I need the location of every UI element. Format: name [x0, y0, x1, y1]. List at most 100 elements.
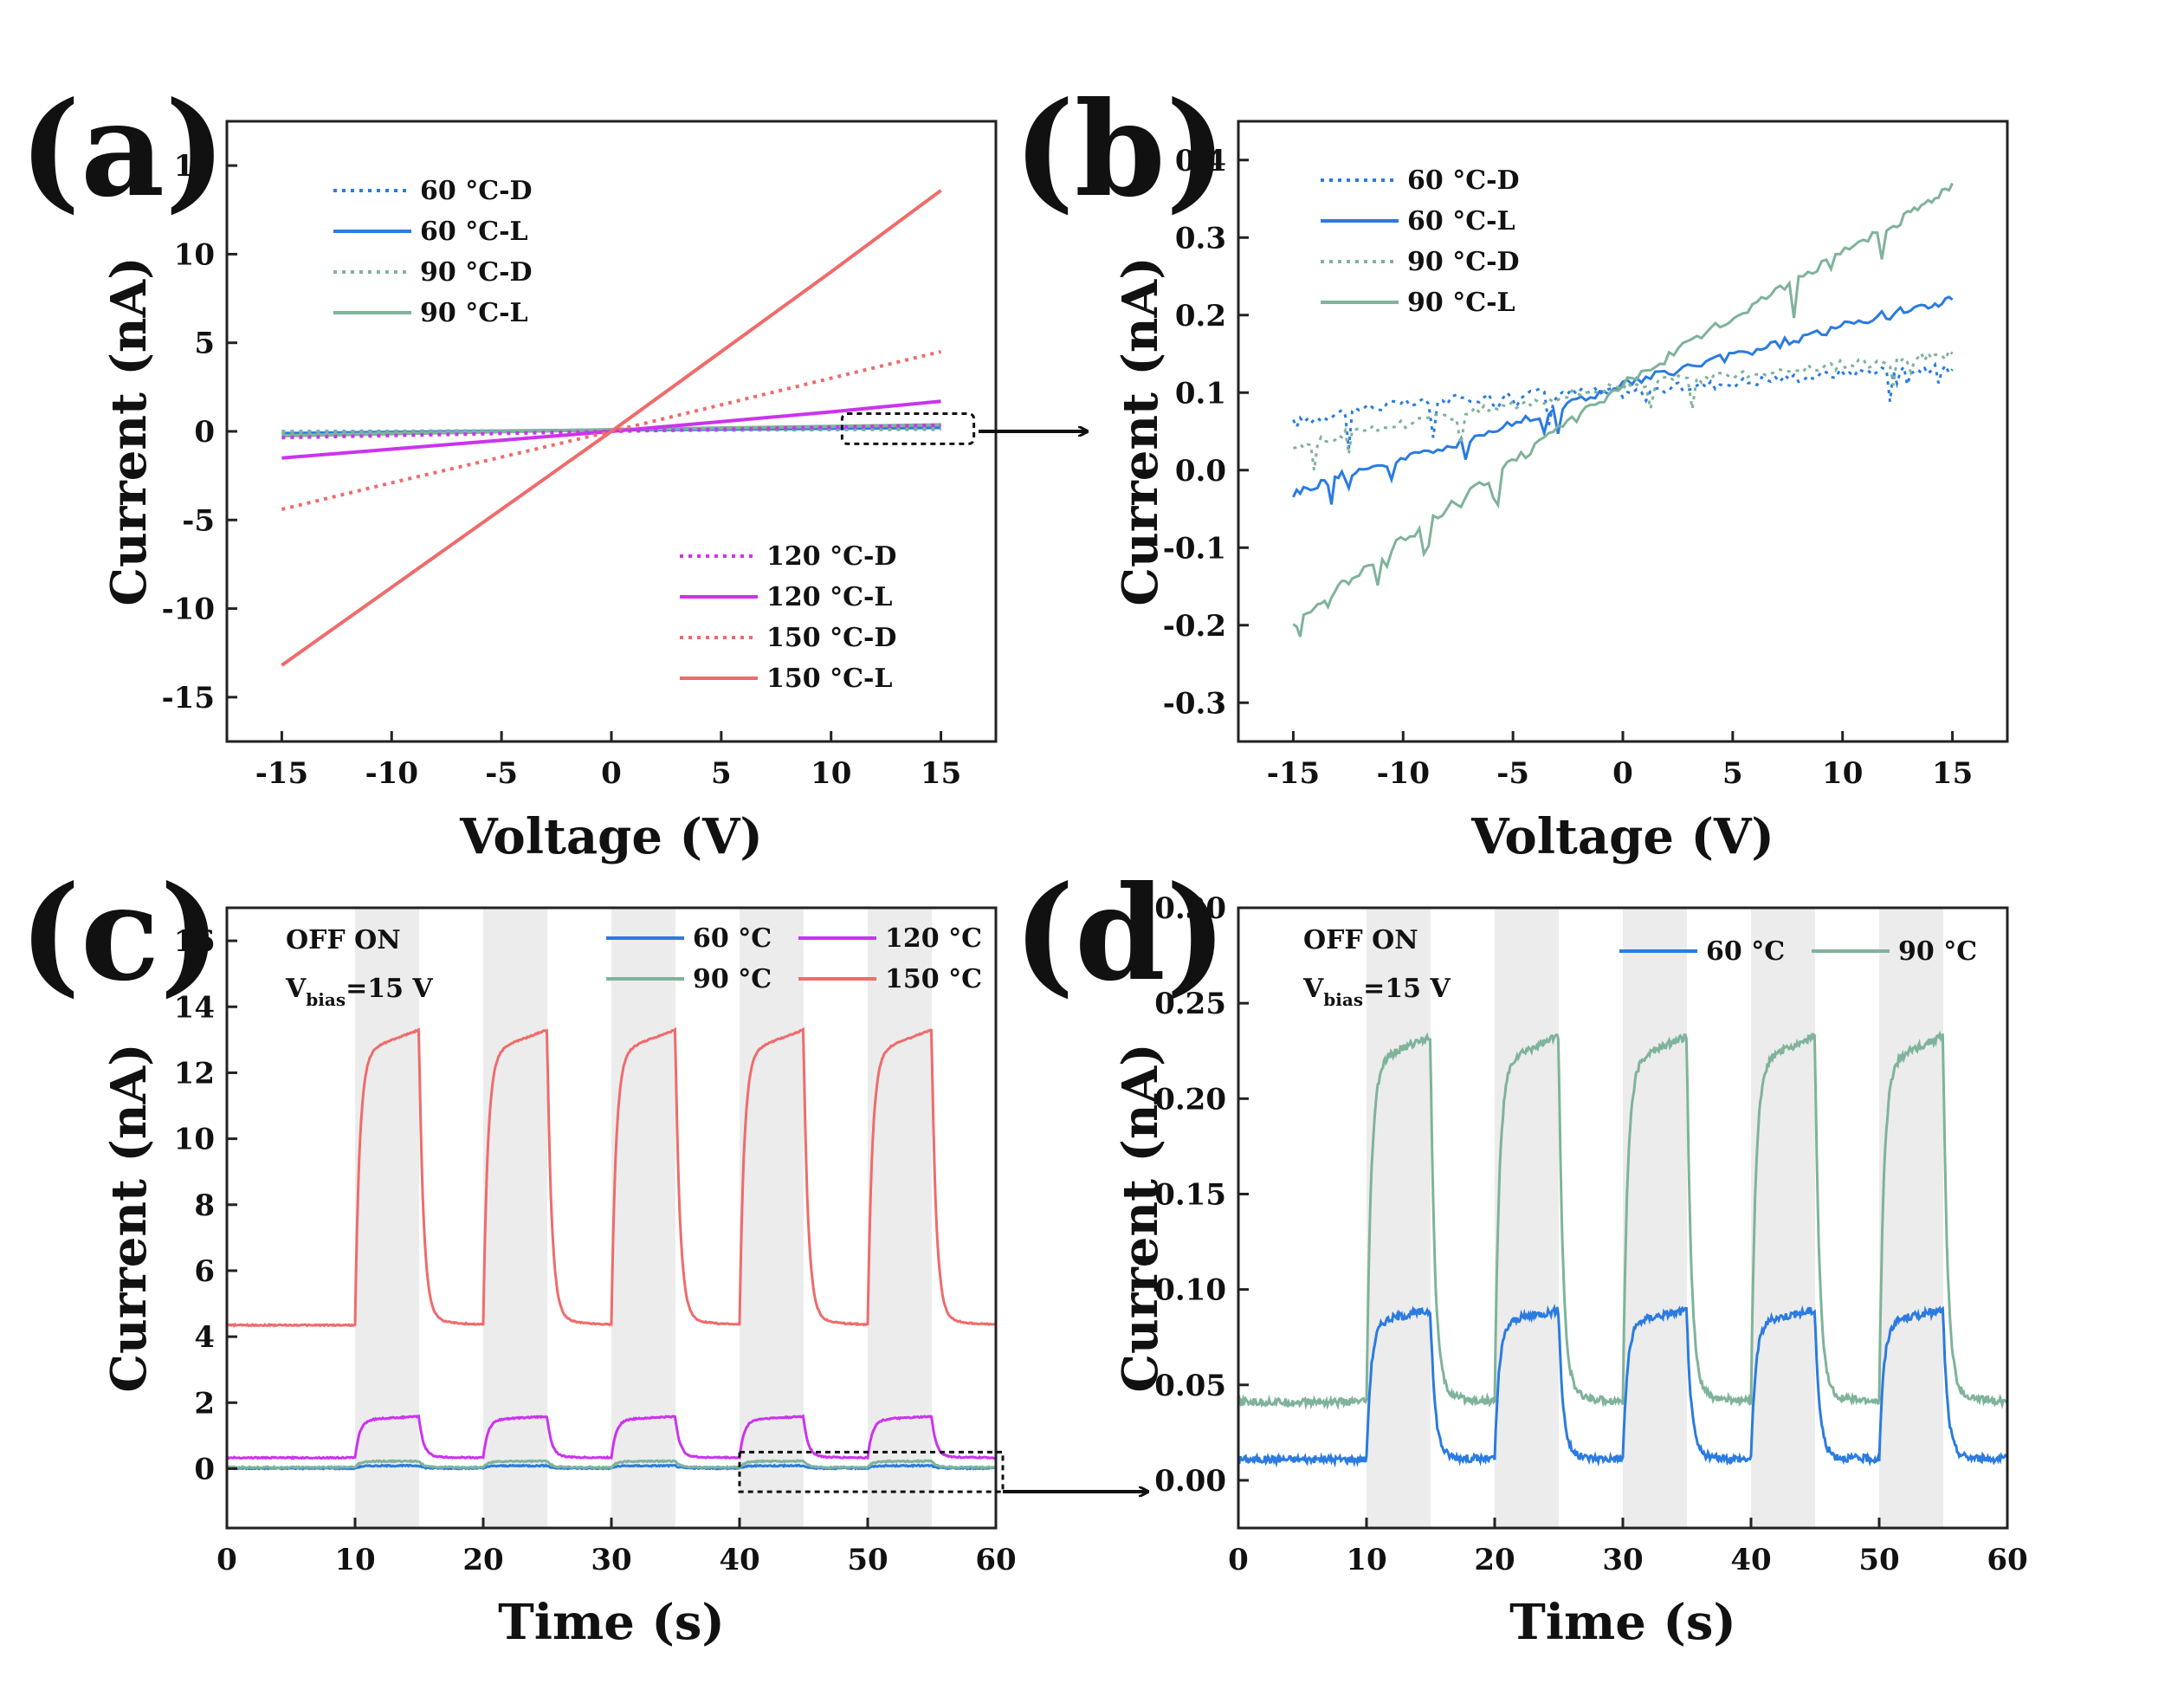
x-tick-label: 10	[1346, 1543, 1386, 1577]
legend-entry: 90 °C-L	[1407, 288, 1515, 318]
x-tick-label: 30	[591, 1543, 631, 1577]
y-tick-label: 2	[194, 1386, 215, 1421]
light-on-region	[611, 908, 675, 1528]
plot-frame	[1237, 120, 2009, 743]
x-tick-label: 10	[334, 1543, 375, 1577]
x-tick-label: 15	[1932, 756, 1973, 791]
light-on-region	[1623, 908, 1687, 1528]
zoom-region-box	[738, 1450, 1005, 1493]
series-line-90-c	[1237, 1030, 2009, 1411]
off-on-label: OFF ON	[286, 925, 401, 955]
legend-entry: 60 °C	[1706, 936, 1785, 967]
vbias-label: Vbias=15 V	[1302, 974, 1451, 1010]
y-tick-label: 0.25	[1154, 987, 1226, 1021]
y-tick-label: 0.4	[1175, 144, 1226, 178]
series-line-150-c	[226, 1026, 997, 1328]
x-tick-label: 10	[1822, 756, 1863, 791]
x-axis-title: Voltage (V)	[1470, 808, 1774, 865]
chart-panel-b: (b) -15 -10 -5 0 5 10 15 -0.3 -0.2 -0.1 0.0 0.1 0.2 0.…	[1013, 74, 2009, 865]
y-tick-label: 14	[174, 990, 215, 1025]
legend-entry: 60 °C-L	[1407, 206, 1515, 236]
x-axis-title: Time (s)	[1509, 1594, 1736, 1651]
x-tick-label: 50	[1858, 1543, 1899, 1577]
x-tick-label: 40	[719, 1543, 759, 1577]
y-tick-label: 0.20	[1154, 1082, 1226, 1117]
x-tick-label: 0	[216, 1543, 237, 1577]
series-line-90-c	[226, 1459, 997, 1470]
y-axis-title: Current (nA)	[100, 256, 158, 605]
legend-entry: 150 °C	[885, 964, 982, 994]
series-line-120-c	[226, 1414, 997, 1460]
y-tick-label: -0.1	[1163, 531, 1226, 566]
vbias-prefix: V	[285, 974, 307, 1004]
y-tick-label: -0.2	[1163, 609, 1226, 644]
y-tick-label: 0.30	[1154, 891, 1226, 926]
x-tick-label: 0	[601, 756, 622, 791]
y-tick-label: 0.15	[1154, 1177, 1226, 1212]
x-tick-label: -10	[1377, 756, 1430, 791]
x-tick-label: -5	[485, 756, 518, 791]
y-tick-label: -10	[162, 592, 215, 627]
x-tick-label: 30	[1602, 1543, 1643, 1577]
y-tick-label: 0.2	[1175, 299, 1226, 333]
series-line-60-c-l	[1292, 295, 1954, 505]
chart-panel-d: (d) 0 10 20 30 40 50 60 0.00 0.05 0.10 0.15 0.20 0.25…	[1013, 858, 2028, 1651]
legend-entry: 60 °C-D	[420, 176, 533, 206]
y-tick-label: 15	[174, 149, 215, 184]
legend-entry: 60 °C	[693, 923, 772, 954]
legend-entry: 120 °C-D	[766, 541, 896, 572]
y-tick-label: 8	[194, 1188, 215, 1223]
legend-entry: 150 °C-L	[766, 664, 893, 694]
y-tick-label: 16	[174, 924, 215, 959]
series-line-90-c-d	[1292, 347, 1954, 471]
vbias-subscript: bias	[306, 989, 346, 1010]
y-tick-label: -5	[182, 503, 215, 538]
legend-entry: 120 °C-L	[766, 582, 893, 612]
y-tick-label: -15	[162, 681, 215, 715]
panel-label: (c)	[19, 858, 221, 1010]
y-axis-title: Current (nA)	[100, 1043, 158, 1392]
light-on-region	[1879, 908, 1943, 1528]
chart-panel-a: (a) -15 -10 -5 0 5 10 15 -15 -10 -5 0 5 10 15 Voltage (…	[19, 74, 998, 865]
legend-entry: 90 °C	[693, 964, 772, 994]
zoom-region-box	[840, 412, 976, 445]
off-on-label: OFF ON	[1303, 925, 1418, 955]
legend-entry: 60 °C-D	[1407, 165, 1520, 196]
y-tick-label: 10	[174, 237, 215, 272]
y-tick-label: 5	[194, 327, 215, 361]
x-tick-label: 10	[811, 756, 851, 791]
x-tick-label: 60	[975, 1543, 1016, 1577]
light-on-region	[1495, 908, 1559, 1528]
light-on-region	[1751, 908, 1815, 1528]
y-tick-label: 12	[174, 1056, 215, 1091]
zoom-connector-arrows	[979, 431, 1147, 1492]
x-tick-label: 40	[1730, 1543, 1771, 1577]
series-line-90-c-l	[1292, 182, 1954, 638]
y-tick-label: 10	[174, 1123, 215, 1157]
x-tick-label: 20	[462, 1543, 503, 1577]
y-tick-label: 0.10	[1154, 1273, 1226, 1308]
x-tick-label: 0	[1612, 756, 1633, 791]
vbias-label: Vbias=15 V	[285, 974, 433, 1010]
panel-label: (d)	[1013, 858, 1227, 1010]
y-tick-label: -0.3	[1163, 686, 1226, 721]
x-tick-label: 20	[1474, 1543, 1515, 1577]
y-tick-label: 0.3	[1175, 221, 1226, 256]
x-tick-label: -15	[1267, 756, 1320, 791]
y-tick-label: 0.0	[1175, 454, 1226, 489]
vbias-suffix: =15 V	[1363, 974, 1451, 1004]
x-tick-label: 50	[847, 1543, 888, 1577]
vbias-suffix: =15 V	[346, 974, 433, 1004]
legend-entry: 60 °C-L	[420, 217, 528, 247]
series-line-60-c	[1237, 1304, 2008, 1468]
panel-label: (a)	[19, 74, 226, 226]
y-axis-title: Current (nA)	[1112, 1043, 1169, 1392]
legend-entry: 90 °C-D	[420, 257, 533, 288]
y-tick-label: 0.05	[1154, 1369, 1226, 1403]
y-tick-label: 0.1	[1175, 376, 1226, 411]
series-line-60-c-d	[1292, 361, 1954, 450]
y-tick-label: 0.00	[1154, 1464, 1226, 1499]
vbias-subscript: bias	[1323, 989, 1363, 1010]
legend-entry: 150 °C-D	[766, 623, 896, 653]
